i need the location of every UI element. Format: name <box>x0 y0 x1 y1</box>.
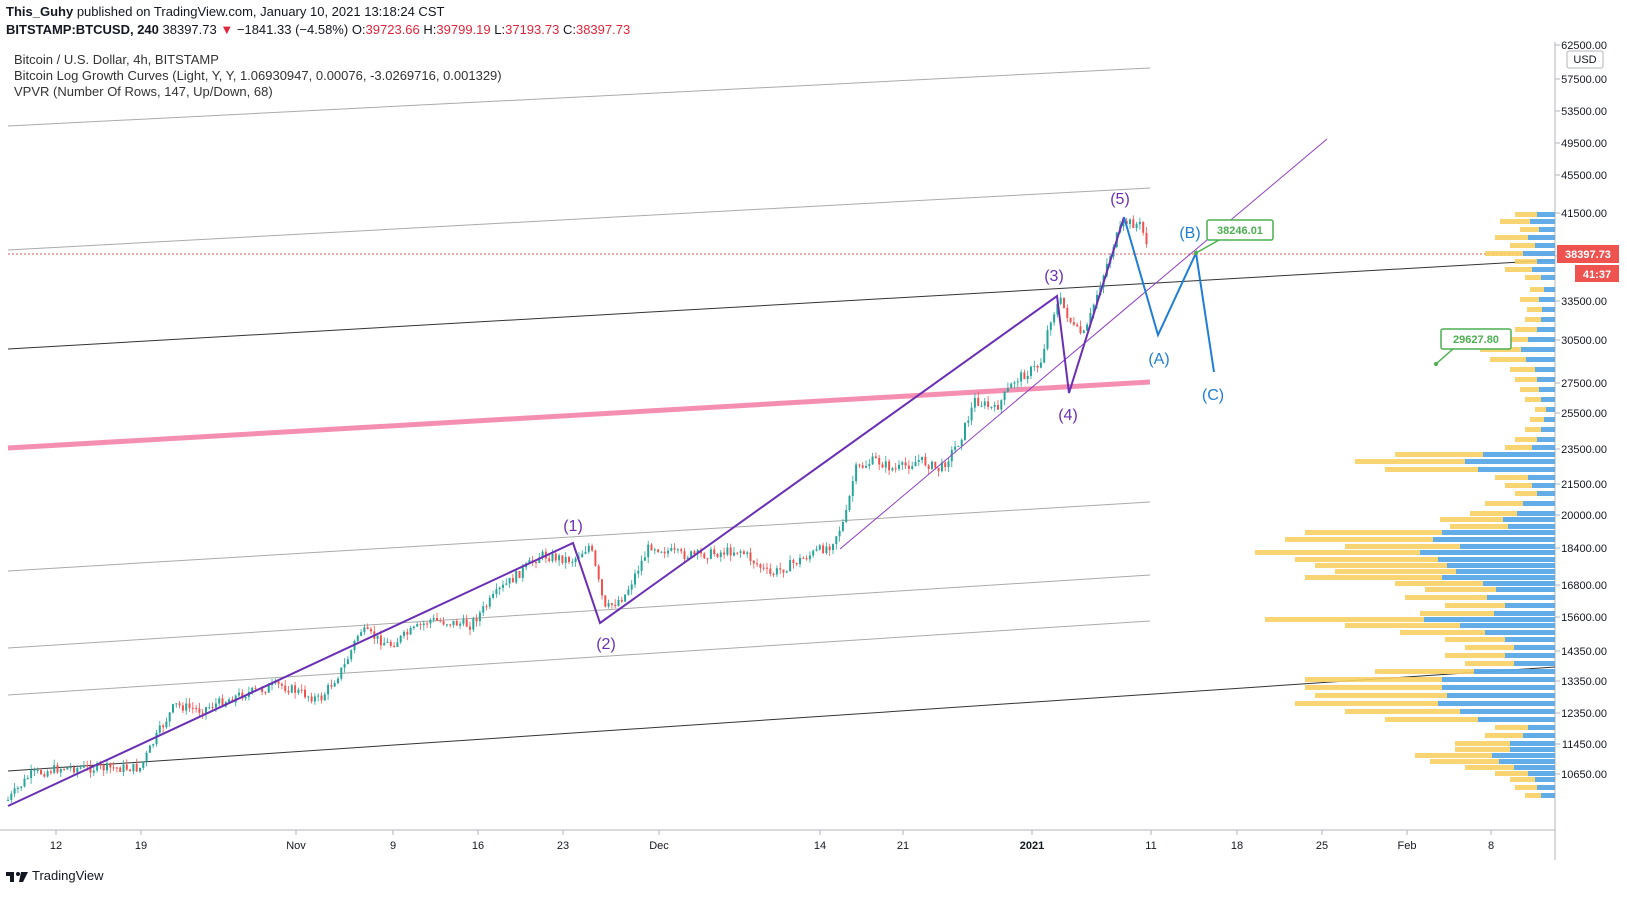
down-arrow-icon: ▼ <box>220 22 234 37</box>
wave-4-label: (4) <box>1058 407 1078 424</box>
high-value: 39799.19 <box>436 22 491 37</box>
price-tick-label: 11450.00 <box>1562 739 1607 751</box>
price-tick-label: 45500.00 <box>1561 170 1607 182</box>
price-tick-label: 14350.00 <box>1561 646 1607 658</box>
date-tick-label: 21 <box>897 840 909 852</box>
price-tick-label: 53500.00 <box>1561 106 1607 118</box>
last-value: 38397.73 <box>162 22 217 37</box>
price-tick-label: 10650.00 <box>1561 769 1607 781</box>
price-tick-label: 15600.00 <box>1561 612 1607 624</box>
date-tick-label: 2021 <box>1020 840 1044 852</box>
price-tick-label: 30500.00 <box>1561 335 1607 347</box>
price-tick-label: 12350.00 <box>1561 708 1607 720</box>
footer-brand[interactable]: TradingView <box>32 868 104 883</box>
price-tick-label: 25500.00 <box>1561 408 1607 420</box>
wave-1-label: (1) <box>563 518 583 535</box>
price-tick-label: 20000.00 <box>1561 510 1607 522</box>
wave-3-label: (3) <box>1044 268 1064 285</box>
chart-legend: Bitcoin / U.S. Dollar, 4h, BITSTAMP Bitc… <box>14 52 502 100</box>
abc-correction-path[interactable] <box>1123 216 1215 373</box>
wave-c-label: (C) <box>1202 387 1224 404</box>
date-tick-label: 14 <box>814 840 826 852</box>
price-callout-2[interactable]: 29627.80 <box>1434 328 1512 366</box>
legend-indicator-growth-curves[interactable]: Bitcoin Log Growth Curves (Light, Y, Y, … <box>14 68 502 83</box>
wave-b-label: (B) <box>1179 225 1200 242</box>
legend-main-series[interactable]: Bitcoin / U.S. Dollar, 4h, BITSTAMP <box>14 52 219 67</box>
symbol-label: BITSTAMP:BTCUSD, 240 <box>6 22 159 37</box>
wave-a-label: (A) <box>1148 351 1169 368</box>
currency-box[interactable] <box>1566 50 1604 69</box>
change-value: −1841.33 (−4.58%) <box>236 22 349 37</box>
price-tick-label: 13350.00 <box>1561 676 1607 688</box>
price-tick-label: 23500.00 <box>1561 444 1607 456</box>
price-callout-2-text: 29627.80 <box>1453 334 1499 346</box>
price-tick-label: 33500.00 <box>1561 296 1607 308</box>
price-tick-label: 18400.00 <box>1561 543 1607 555</box>
date-tick-label: 11 <box>1145 840 1156 852</box>
ohlc-bar: BITSTAMP:BTCUSD, 240 38397.73 ▼ −1841.33… <box>6 22 630 37</box>
date-tick-label: 12 <box>50 840 62 852</box>
date-tick-label: 25 <box>1316 840 1328 852</box>
tradingview-logo-icon <box>6 871 28 882</box>
date-tick-label: 16 <box>472 840 484 852</box>
price-axis[interactable]: 62500.00 57500.00 53500.00 49500.00 45500.00… <box>1555 40 1607 781</box>
high-label: H: <box>423 22 437 37</box>
price-tick-label: 49500.00 <box>1561 138 1607 150</box>
legend-indicator-vpvr[interactable]: VPVR (Number Of Rows, 147, Up/Down, 68) <box>14 84 273 99</box>
low-value: 37193.73 <box>505 22 560 37</box>
price-tick-label: 27500.00 <box>1561 378 1607 390</box>
price-tick-label: 57500.00 <box>1561 74 1607 86</box>
date-tick-label: Feb <box>1398 840 1417 852</box>
date-tick-label: 19 <box>135 840 147 852</box>
price-tick-label: 16800.00 <box>1561 580 1607 592</box>
open-value: 39723.66 <box>365 22 420 37</box>
open-label: O: <box>351 22 366 37</box>
vpvr-histogram <box>1255 212 1555 798</box>
price-callout-1-text: 38246.01 <box>1217 225 1263 237</box>
price-tick-label: 41500.00 <box>1561 208 1607 220</box>
close-label: C: <box>562 22 576 37</box>
countdown-tag-text: 41:37 <box>1583 269 1611 281</box>
date-tick-label: Nov <box>286 840 306 852</box>
wave-5-label: (5) <box>1110 191 1130 208</box>
time-axis[interactable]: 12 19 Nov 9 16 23 Dec 14 21 2021 11 18 25 Feb 8 <box>50 830 1494 852</box>
countdown-tag <box>1575 265 1619 282</box>
published-text: published on TradingView.com, January 10… <box>76 4 445 19</box>
price-callout-1[interactable]: 38246.01 <box>1194 219 1274 255</box>
candles <box>7 215 1148 803</box>
last-price-tag <box>1557 245 1619 263</box>
date-tick-label: 9 <box>390 840 396 852</box>
date-tick-label: 8 <box>1488 840 1494 852</box>
date-tick-label: Dec <box>649 840 669 852</box>
footer: TradingView <box>6 868 104 883</box>
price-tick-label: 21500.00 <box>1561 479 1607 491</box>
wave-2-label: (2) <box>596 636 616 653</box>
date-tick-label: 18 <box>1231 840 1243 852</box>
elliott-wave-path[interactable] <box>7 216 1125 807</box>
log-growth-curves <box>7 67 1556 772</box>
close-value: 38397.73 <box>575 22 631 37</box>
last-price-tag-text: 38397.73 <box>1565 249 1611 261</box>
date-tick-label: 23 <box>557 840 569 852</box>
low-label: L: <box>494 22 506 37</box>
publish-info: This_Guhy published on TradingView.com, … <box>6 4 444 19</box>
currency-label: USD <box>1573 54 1596 66</box>
author-name[interactable]: This_Guhy <box>6 4 74 19</box>
price-tick-label: 62500.00 <box>1561 40 1607 52</box>
